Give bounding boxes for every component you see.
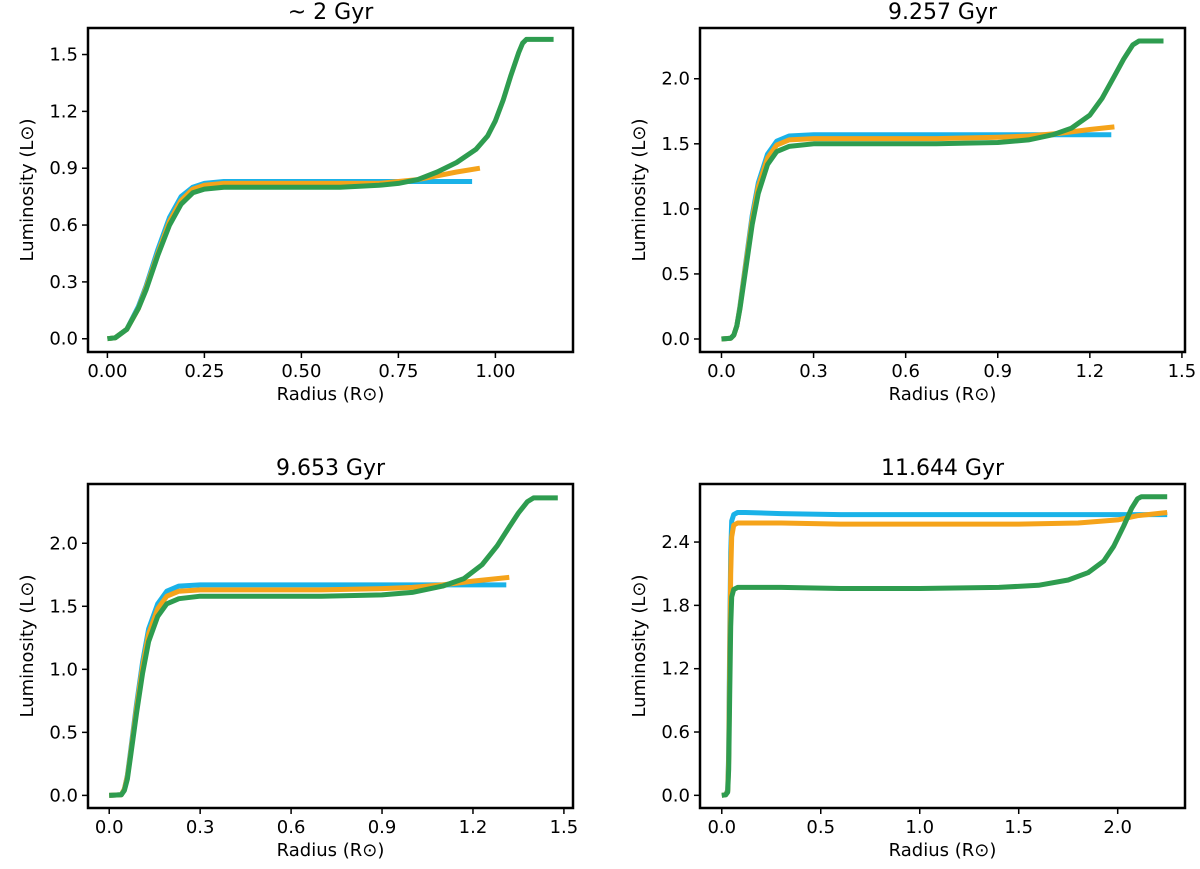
chart-1-xtick-label-5: 1.5 (1168, 361, 1197, 382)
chart-1-ytick-label-2: 1.0 (661, 199, 690, 220)
chart-0-xtick-label-0: 0.00 (87, 361, 127, 382)
chart-3: 11.644 Gyr 0.0 0.5 1.0 1.5 2.0 0.0 0.6 1.2 1.8 2.4… (629, 456, 1187, 861)
chart-2-ytick-label-0: 0.0 (49, 785, 78, 806)
chart-0-ytick-label-2: 0.6 (49, 215, 78, 236)
chart-0-ytick-label-3: 0.9 (49, 158, 78, 179)
chart-2-xtick-label-2: 0.6 (277, 817, 306, 838)
chart-2-xtick-label-4: 1.2 (459, 817, 488, 838)
chart-0-series-green-line (107, 36, 554, 342)
chart-2: 9.653 Gyr 0.0 0.3 0.6 0.9 1.2 1.5 0.0 0.5 1.0 1.5 2… (17, 456, 578, 861)
chart-1-xtick-label-2: 0.6 (891, 361, 920, 382)
chart-2-xtick-label-1: 0.3 (186, 817, 215, 838)
chart-0-xtick-label-3: 0.75 (378, 361, 418, 382)
chart-2-xtick-label-3: 0.9 (368, 817, 397, 838)
chart-0-ytick-label-1: 0.3 (49, 272, 78, 293)
chart-1-series-blue-line (721, 132, 1112, 342)
chart-3-ytick-label-1: 0.6 (661, 722, 690, 743)
chart-0-xtick-label-1: 0.25 (184, 361, 224, 382)
chart-0-axes-frame (86, 26, 575, 354)
chart-1-xtick-label-4: 1.2 (1076, 361, 1105, 382)
chart-3-xtick-label-4: 2.0 (1103, 817, 1132, 838)
chart-0-xtick-label-2: 0.50 (281, 361, 321, 382)
chart-1-ytick-label-0: 0.0 (661, 329, 690, 350)
chart-1-xtick-label-0: 0.0 (707, 361, 736, 382)
chart-0-ylabel: Luminosity (L⊙) (17, 118, 38, 261)
chart-3-title: 11.644 Gyr (881, 456, 1005, 481)
chart-0-ytick-label-5: 1.5 (49, 45, 78, 66)
chart-3-ytick-label-2: 1.2 (661, 659, 690, 680)
chart-2-ytick-label-1: 0.5 (49, 722, 78, 743)
chart-3-series-orange-line (721, 510, 1168, 798)
chart-1-title: 9.257 Gyr (888, 0, 998, 25)
chart-3-series-blue-line (721, 510, 1168, 798)
chart-0-series-blue-line (107, 179, 473, 342)
chart-1-xlabel: Radius (R⊙) (889, 384, 997, 405)
chart-1-series-green-line (721, 38, 1164, 342)
chart-3-ytick-label-3: 1.8 (661, 595, 690, 616)
chart-3-series-green-line (721, 494, 1168, 798)
chart-0-ytick-label-0: 0.0 (49, 329, 78, 350)
chart-2-xlabel: Radius (R⊙) (277, 840, 385, 861)
chart-2-title: 9.653 Gyr (276, 456, 386, 481)
chart-0: ~ 2 Gyr 0.00 0.25 0.50 0.75 1.00 0.0 0.3 0.6 0.9 1… (17, 0, 575, 405)
chart-1-xtick-label-1: 0.3 (799, 361, 828, 382)
chart-0-ytick-label-4: 1.2 (49, 101, 78, 122)
chart-2-axes-frame (86, 482, 575, 810)
chart-2-ylabel: Luminosity (L⊙) (17, 574, 38, 717)
chart-2-ytick-label-4: 2.0 (49, 533, 78, 554)
chart-1-series-orange-line (721, 124, 1115, 342)
chart-3-xtick-label-2: 1.0 (905, 817, 934, 838)
chart-3-xtick-label-3: 1.5 (1004, 817, 1033, 838)
chart-2-series-green-line (109, 495, 558, 798)
chart-1-ylabel: Luminosity (L⊙) (629, 118, 650, 261)
chart-1-ytick-label-4: 2.0 (661, 69, 690, 90)
chart-2-ytick-label-3: 1.5 (49, 596, 78, 617)
chart-2-series-blue-line (109, 582, 507, 798)
chart-1: 9.257 Gyr 0.0 0.3 0.6 0.9 1.2 1.5 0.0 0.5 1.0 1.5 2… (629, 0, 1196, 405)
chart-3-axes-frame (698, 482, 1187, 810)
chart-1-axes-frame (698, 26, 1187, 354)
chart-0-series-orange-line (107, 165, 481, 342)
chart-0-xlabel: Radius (R⊙) (277, 384, 385, 405)
chart-2-xtick-label-0: 0.0 (95, 817, 124, 838)
chart-3-ytick-label-0: 0.0 (661, 785, 690, 806)
chart-0-xtick-label-4: 1.00 (475, 361, 515, 382)
chart-3-xtick-label-1: 0.5 (806, 817, 835, 838)
chart-2-series-orange-line (109, 574, 510, 798)
chart-3-xlabel: Radius (R⊙) (889, 840, 997, 861)
chart-1-xtick-label-3: 0.9 (983, 361, 1012, 382)
chart-1-ytick-label-1: 0.5 (661, 264, 690, 285)
chart-3-xtick-label-0: 0.0 (707, 817, 736, 838)
chart-3-ylabel: Luminosity (L⊙) (629, 574, 650, 717)
chart-3-ytick-label-4: 2.4 (661, 532, 690, 553)
chart-2-ytick-label-2: 1.0 (49, 659, 78, 680)
chart-2-xtick-label-5: 1.5 (550, 817, 579, 838)
chart-1-ytick-label-3: 1.5 (661, 134, 690, 155)
chart-0-title: ~ 2 Gyr (288, 0, 374, 25)
